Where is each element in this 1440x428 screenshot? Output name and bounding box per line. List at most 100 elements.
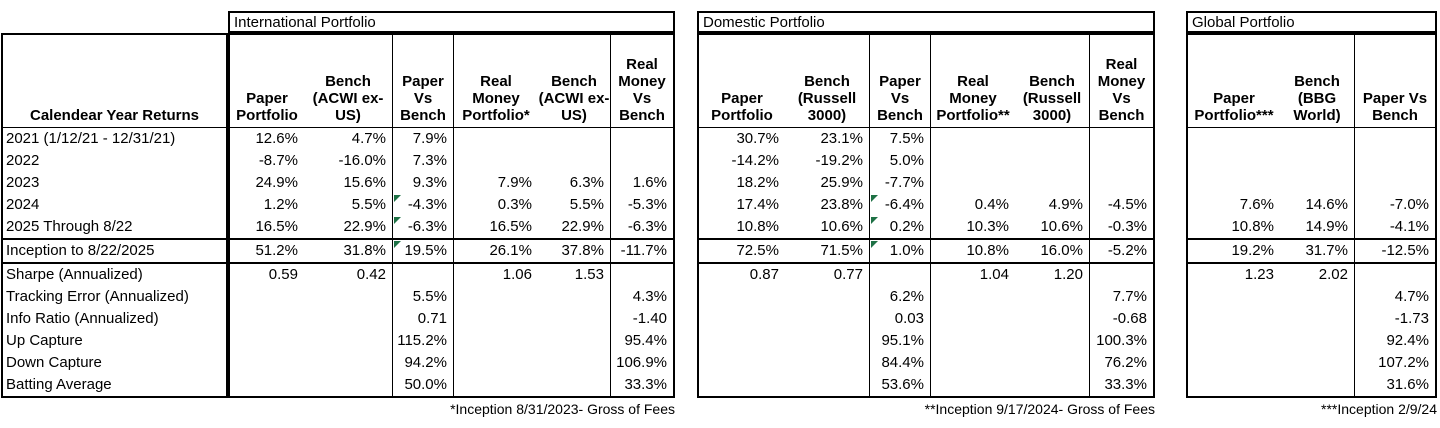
value-cell[interactable]: -4.5% — [1089, 194, 1153, 216]
value-cell[interactable] — [304, 308, 392, 330]
value-cell[interactable]: -4.3% — [392, 194, 454, 216]
value-cell[interactable] — [1280, 308, 1354, 330]
column-header[interactable]: Bench (Russell 3000) — [1022, 73, 1082, 124]
value-cell[interactable]: 22.9% — [561, 218, 604, 235]
value-cell[interactable]: 5.0% — [869, 150, 931, 172]
row-label[interactable]: Sharpe (Annualized) — [6, 266, 143, 283]
row-label[interactable]: Tracking Error (Annualized) — [6, 288, 189, 305]
value-cell[interactable] — [230, 308, 304, 330]
value-cell[interactable]: 53.6% — [869, 374, 931, 396]
value-cell[interactable]: 6.3% — [569, 174, 604, 191]
value-cell[interactable] — [1354, 172, 1435, 194]
value-cell[interactable]: -6.4% — [869, 194, 931, 216]
value-cell[interactable]: 0.42 — [356, 266, 386, 283]
value-cell[interactable]: -7.0% — [1354, 194, 1435, 216]
value-cell[interactable] — [304, 374, 392, 396]
value-cell[interactable]: 72.5% — [736, 242, 779, 259]
value-cell[interactable] — [538, 150, 610, 172]
value-cell[interactable]: 1.23 — [1244, 266, 1274, 283]
value-cell[interactable] — [1188, 286, 1280, 308]
value-cell[interactable] — [785, 308, 869, 330]
value-cell[interactable]: 14.6% — [1305, 196, 1348, 213]
value-cell[interactable]: 0.87 — [749, 266, 779, 283]
value-cell[interactable] — [230, 352, 304, 374]
value-cell[interactable]: 94.2% — [392, 352, 454, 374]
value-cell[interactable]: 1.53 — [574, 266, 604, 283]
value-cell[interactable] — [931, 128, 1015, 150]
value-cell[interactable]: 0.4% — [974, 196, 1009, 213]
row-label[interactable]: 2021 (1/12/21 - 12/31/21) — [6, 130, 176, 147]
value-cell[interactable] — [1188, 128, 1280, 150]
value-cell[interactable] — [1015, 150, 1089, 172]
value-cell[interactable] — [454, 352, 538, 374]
value-cell[interactable] — [1188, 374, 1280, 396]
value-cell[interactable]: 22.9% — [343, 218, 386, 235]
value-cell[interactable]: 7.3% — [392, 150, 454, 172]
value-cell[interactable] — [1280, 286, 1354, 308]
value-cell[interactable] — [1188, 172, 1280, 194]
value-cell[interactable] — [538, 128, 610, 150]
value-cell[interactable] — [931, 172, 1015, 194]
value-cell[interactable] — [1280, 374, 1354, 396]
value-cell[interactable]: 1.20 — [1053, 266, 1083, 283]
value-cell[interactable] — [454, 128, 538, 150]
value-cell[interactable]: 16.0% — [1040, 242, 1083, 259]
value-cell[interactable] — [785, 374, 869, 396]
value-cell[interactable] — [931, 286, 1015, 308]
row-label[interactable]: 2022 — [6, 152, 40, 169]
value-cell[interactable] — [785, 286, 869, 308]
value-cell[interactable]: 0.71 — [392, 308, 454, 330]
column-header[interactable]: Bench (BBG World) — [1293, 73, 1341, 124]
column-header[interactable]: Real Money Portfolio* — [462, 73, 530, 124]
section-title-global[interactable]: Global Portfolio — [1186, 11, 1437, 33]
value-cell[interactable]: 1.06 — [502, 266, 532, 283]
column-header[interactable]: Paper Portfolio — [711, 90, 773, 124]
value-cell[interactable] — [454, 330, 538, 352]
column-header[interactable]: Paper Vs Bench — [1354, 35, 1435, 127]
value-cell[interactable] — [931, 150, 1015, 172]
column-header[interactable]: Real Money Portfolio** — [936, 73, 1010, 124]
value-cell[interactable]: 24.9% — [255, 174, 298, 191]
value-cell[interactable]: -6.3% — [610, 216, 673, 238]
value-cell[interactable] — [1354, 150, 1435, 172]
value-cell[interactable]: 7.9% — [392, 128, 454, 150]
row-label[interactable]: 2024 — [6, 196, 40, 213]
value-cell[interactable]: -5.2% — [1089, 240, 1153, 262]
value-cell[interactable]: -11.7% — [610, 240, 673, 262]
value-cell[interactable]: 7.5% — [869, 128, 931, 150]
value-cell[interactable] — [931, 308, 1015, 330]
value-cell[interactable]: 0.03 — [869, 308, 931, 330]
value-cell[interactable]: 95.1% — [869, 330, 931, 352]
value-cell[interactable] — [1015, 352, 1089, 374]
value-cell[interactable]: 18.2% — [736, 174, 779, 191]
value-cell[interactable]: 4.3% — [610, 286, 673, 308]
value-cell[interactable] — [538, 374, 610, 396]
value-cell[interactable] — [1015, 308, 1089, 330]
value-cell[interactable] — [1015, 286, 1089, 308]
value-cell[interactable] — [392, 264, 454, 286]
value-cell[interactable]: 16.5% — [255, 218, 298, 235]
value-cell[interactable]: 25.9% — [820, 174, 863, 191]
value-cell[interactable]: 107.2% — [1354, 352, 1435, 374]
value-cell[interactable]: 16.5% — [489, 218, 532, 235]
value-cell[interactable] — [931, 352, 1015, 374]
value-cell[interactable]: 2.02 — [1318, 266, 1348, 283]
row-label[interactable]: Down Capture — [6, 354, 102, 371]
value-cell[interactable]: 4.9% — [1048, 196, 1083, 213]
value-cell[interactable]: 1.0% — [869, 240, 931, 262]
value-cell[interactable]: 1.6% — [610, 172, 673, 194]
value-cell[interactable]: 19.2% — [1231, 242, 1274, 259]
value-cell[interactable]: 1.04 — [979, 266, 1009, 283]
value-cell[interactable] — [538, 286, 610, 308]
row-label[interactable]: Inception to 8/22/2025 — [3, 238, 226, 264]
value-cell[interactable] — [1280, 352, 1354, 374]
value-cell[interactable] — [538, 308, 610, 330]
value-cell[interactable]: 115.2% — [392, 330, 454, 352]
value-cell[interactable]: 10.8% — [1231, 218, 1274, 235]
value-cell[interactable] — [454, 308, 538, 330]
column-header[interactable]: Paper Vs Bench — [869, 35, 931, 127]
value-cell[interactable]: 23.8% — [820, 196, 863, 213]
value-cell[interactable]: 26.1% — [489, 242, 532, 259]
value-cell[interactable]: 31.8% — [343, 242, 386, 259]
value-cell[interactable] — [454, 286, 538, 308]
